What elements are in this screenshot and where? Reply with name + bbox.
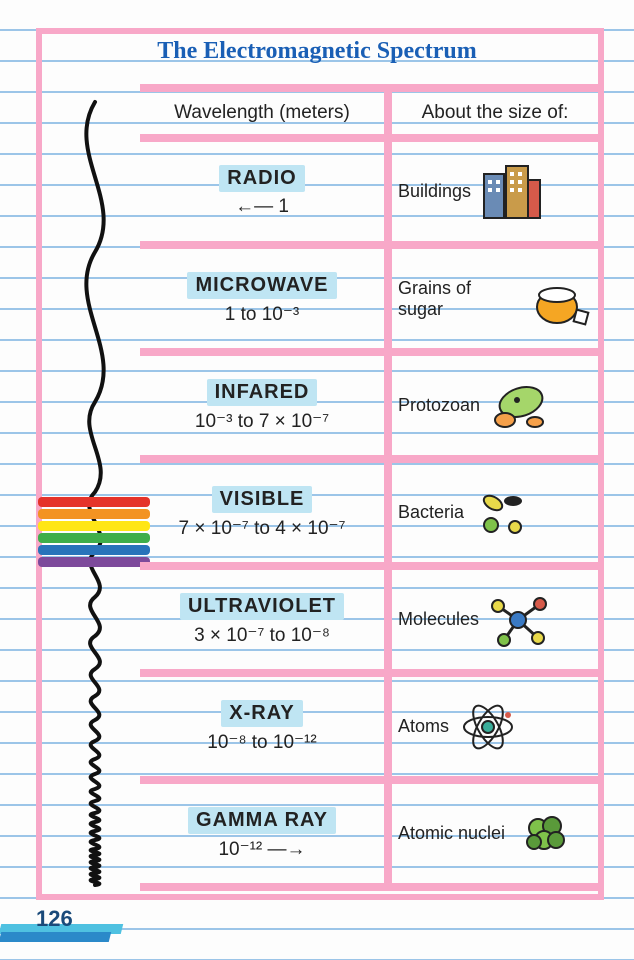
table-row: RADIO ←— 1 Buildings <box>140 142 598 241</box>
spectrum-table: Wavelength (meters) About the size of: R… <box>140 84 598 891</box>
page-number-badge: 126 <box>0 920 130 952</box>
atoms-icon <box>455 694 521 760</box>
table-row: ULTRAVIOLET 3 × 10⁻⁷ to 10⁻⁸ Molecules <box>140 570 598 669</box>
size-label: Bacteria <box>398 502 464 523</box>
divider <box>140 669 598 677</box>
page-number: 126 <box>36 906 73 932</box>
wave-name: MICROWAVE <box>187 272 336 299</box>
size-label: Molecules <box>398 609 479 630</box>
table-row: GAMMA RAY 10⁻¹² —→ Atomic nuclei <box>140 784 598 883</box>
size-label: Protozoan <box>398 395 480 416</box>
table-row: VISIBLE 7 × 10⁻⁷ to 4 × 10⁻⁷ Bacteria <box>140 463 598 562</box>
divider <box>384 142 392 241</box>
molecules-icon <box>485 587 551 653</box>
wave-name: X-RAY <box>221 700 302 727</box>
wave-range: 1 to 10⁻³ <box>225 303 299 326</box>
size-header: About the size of: <box>392 92 598 134</box>
wavelength-cell: MICROWAVE 1 to 10⁻³ <box>140 249 384 348</box>
size-cell: Buildings <box>392 142 598 241</box>
wavelength-cell: X-RAY 10⁻⁸ to 10⁻¹² <box>140 677 384 776</box>
bacteria-icon <box>470 480 536 546</box>
sugar-icon <box>526 266 592 332</box>
nuclei-icon <box>511 801 577 867</box>
divider <box>384 249 392 348</box>
divider <box>140 883 598 891</box>
divider <box>140 84 598 92</box>
wave-graphic <box>50 92 140 892</box>
table-row: MICROWAVE 1 to 10⁻³ Grains of sugar <box>140 249 598 348</box>
divider <box>140 241 598 249</box>
divider <box>140 455 598 463</box>
divider <box>140 348 598 356</box>
wavelength-cell: INFARED 10⁻³ to 7 × 10⁻⁷ <box>140 356 384 455</box>
wavelength-cell: VISIBLE 7 × 10⁻⁷ to 4 × 10⁻⁷ <box>140 463 384 562</box>
size-cell: Bacteria <box>392 463 598 562</box>
divider <box>384 784 392 883</box>
size-label: Grains of sugar <box>398 278 520 320</box>
table-row: INFARED 10⁻³ to 7 × 10⁻⁷ Protozoan <box>140 356 598 455</box>
wave-range: 7 × 10⁻⁷ to 4 × 10⁻⁷ <box>179 517 346 540</box>
wavelength-cell: ULTRAVIOLET 3 × 10⁻⁷ to 10⁻⁸ <box>140 570 384 669</box>
protozoan-icon <box>486 373 552 439</box>
wave-name: VISIBLE <box>212 486 313 513</box>
wavelength-cell: GAMMA RAY 10⁻¹² —→ <box>140 784 384 883</box>
wave-range: 3 × 10⁻⁷ to 10⁻⁸ <box>194 624 330 647</box>
divider <box>384 356 392 455</box>
divider <box>140 562 598 570</box>
page-title: The Electromagnetic Spectrum <box>0 38 634 65</box>
divider <box>384 570 392 669</box>
table-row: X-RAY 10⁻⁸ to 10⁻¹² Atoms <box>140 677 598 776</box>
wave-name: ULTRAVIOLET <box>180 593 344 620</box>
size-label: Atomic nuclei <box>398 823 505 844</box>
rainbow-visible-icon <box>38 496 150 568</box>
wave-range: ←— 1 <box>235 196 289 218</box>
wave-name: RADIO <box>219 165 304 192</box>
size-cell: Molecules <box>392 570 598 669</box>
divider <box>384 677 392 776</box>
wave-name: INFARED <box>207 379 318 406</box>
wave-name: GAMMA RAY <box>188 807 336 834</box>
table-header-row: Wavelength (meters) About the size of: <box>140 92 598 134</box>
divider <box>384 463 392 562</box>
size-cell: Atoms <box>392 677 598 776</box>
buildings-icon <box>477 159 543 225</box>
wavelength-header: Wavelength (meters) <box>140 92 384 134</box>
divider <box>384 92 392 134</box>
divider <box>140 776 598 784</box>
wave-range: 10⁻³ to 7 × 10⁻⁷ <box>195 410 329 433</box>
size-cell: Grains of sugar <box>392 249 598 348</box>
size-label: Atoms <box>398 716 449 737</box>
divider <box>140 134 598 142</box>
wave-range: 10⁻¹² —→ <box>218 838 305 861</box>
size-cell: Protozoan <box>392 356 598 455</box>
size-cell: Atomic nuclei <box>392 784 598 883</box>
size-label: Buildings <box>398 181 471 202</box>
wave-range: 10⁻⁸ to 10⁻¹² <box>207 731 316 754</box>
wavelength-cell: RADIO ←— 1 <box>140 142 384 241</box>
